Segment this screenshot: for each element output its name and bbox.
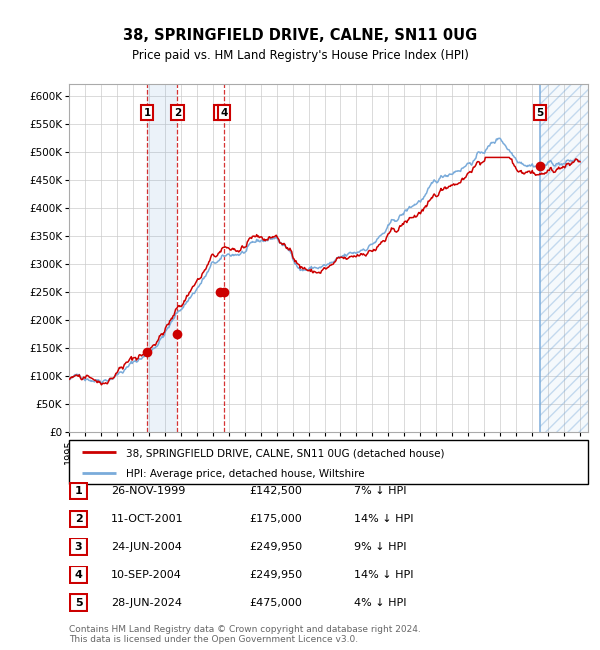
Text: 4: 4 <box>74 569 83 580</box>
Bar <box>147 84 177 432</box>
Text: 38, SPRINGFIELD DRIVE, CALNE, SN11 0UG: 38, SPRINGFIELD DRIVE, CALNE, SN11 0UG <box>123 28 477 44</box>
Text: £249,950: £249,950 <box>249 541 302 552</box>
Text: 7% ↓ HPI: 7% ↓ HPI <box>354 486 407 496</box>
Text: 4: 4 <box>220 107 227 118</box>
Text: Price paid vs. HM Land Registry's House Price Index (HPI): Price paid vs. HM Land Registry's House … <box>131 49 469 62</box>
Text: 11-OCT-2001: 11-OCT-2001 <box>111 514 184 524</box>
Text: 5: 5 <box>75 597 82 608</box>
Text: 38, SPRINGFIELD DRIVE, CALNE, SN11 0UG (detached house): 38, SPRINGFIELD DRIVE, CALNE, SN11 0UG (… <box>126 448 445 458</box>
Bar <box>540 84 588 432</box>
Text: £175,000: £175,000 <box>249 514 302 524</box>
Text: 3: 3 <box>75 541 82 552</box>
Text: 10-SEP-2004: 10-SEP-2004 <box>111 569 182 580</box>
Text: 2: 2 <box>173 107 181 118</box>
Text: 2: 2 <box>75 514 82 524</box>
Text: 24-JUN-2004: 24-JUN-2004 <box>111 541 182 552</box>
Text: 28-JUN-2024: 28-JUN-2024 <box>111 597 182 608</box>
Text: This data is licensed under the Open Government Licence v3.0.: This data is licensed under the Open Gov… <box>69 635 358 644</box>
Text: £249,950: £249,950 <box>249 569 302 580</box>
Text: 4% ↓ HPI: 4% ↓ HPI <box>354 597 407 608</box>
Text: 14% ↓ HPI: 14% ↓ HPI <box>354 569 413 580</box>
Text: 1: 1 <box>143 107 151 118</box>
Text: 1: 1 <box>75 486 82 496</box>
Text: 26-NOV-1999: 26-NOV-1999 <box>111 486 185 496</box>
Text: HPI: Average price, detached house, Wiltshire: HPI: Average price, detached house, Wilt… <box>126 469 365 479</box>
Bar <box>540 84 588 432</box>
Text: Contains HM Land Registry data © Crown copyright and database right 2024.: Contains HM Land Registry data © Crown c… <box>69 625 421 634</box>
Text: 14% ↓ HPI: 14% ↓ HPI <box>354 514 413 524</box>
Text: 5: 5 <box>536 107 544 118</box>
Text: 3: 3 <box>217 107 224 118</box>
Text: £475,000: £475,000 <box>249 597 302 608</box>
Text: £142,500: £142,500 <box>249 486 302 496</box>
Text: 9% ↓ HPI: 9% ↓ HPI <box>354 541 407 552</box>
